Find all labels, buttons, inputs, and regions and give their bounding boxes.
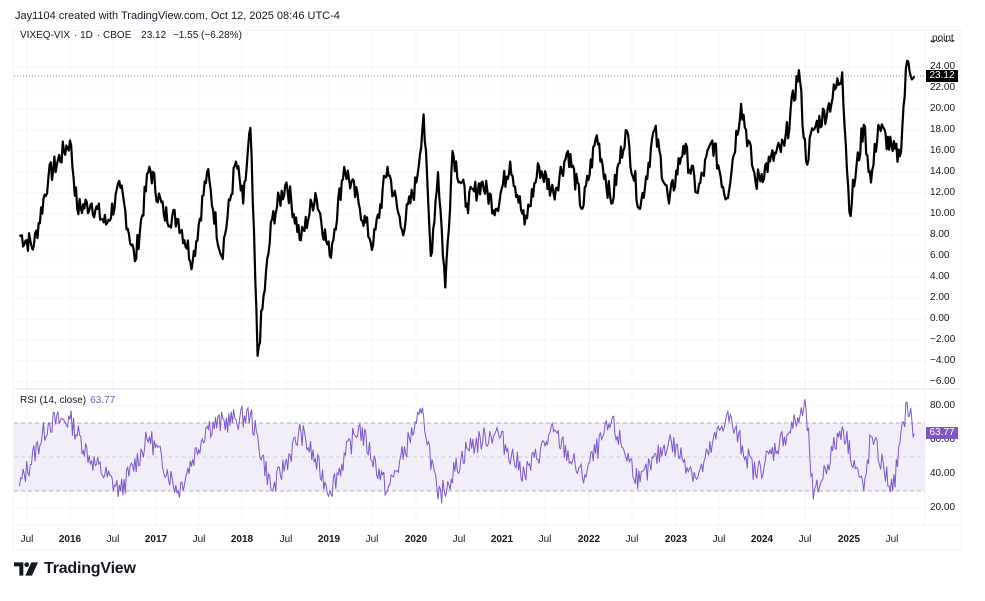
price-axis-label: −2.00	[930, 334, 956, 345]
price-axis-label: −4.00	[930, 355, 956, 366]
time-axis-label: 2020	[404, 534, 428, 545]
time-axis-label: 2023	[664, 534, 688, 545]
price-axis-label: 16.00	[930, 145, 956, 156]
time-axis-label: Jul	[365, 534, 379, 545]
rsi-label: RSI (14, close)	[20, 395, 87, 406]
price-axis-label: 10.00	[930, 208, 956, 219]
price-line	[18, 59, 916, 357]
time-axis-label: Jul	[192, 534, 206, 545]
rsi-legend[interactable]: RSI (14, close) 63.77	[20, 395, 115, 406]
price-axis-label: −6.00	[930, 376, 956, 387]
rsi-axis-label: 40.00	[930, 468, 956, 479]
price-axis-label: 26.00	[930, 40, 955, 45]
time-axis-label: Jul	[885, 534, 899, 545]
time-axis-label: Jul	[712, 534, 726, 545]
price-axis-label: 24.00	[930, 61, 956, 72]
legend-symbol: VIXEQ-VIX	[20, 30, 71, 41]
logo-text: TradingView	[44, 560, 136, 577]
time-axis-label: 2024	[750, 534, 774, 545]
rsi-current-tag: 63.77	[926, 427, 958, 439]
price-axis-label: 22.00	[930, 82, 956, 93]
rsi-value: 63.77	[90, 395, 116, 406]
legend-change: −1.55 (−6.28%)	[172, 30, 242, 41]
price-axis-label: 8.00	[930, 229, 950, 240]
price-axis-label: 0.00	[930, 313, 950, 324]
price-axis-label: 14.00	[930, 166, 956, 177]
time-axis-label: Jul	[625, 534, 639, 545]
price-axis-unit: point	[932, 33, 954, 44]
rsi-axis-label: 60.00	[930, 434, 956, 445]
legend-exchange: CBOE	[103, 30, 132, 41]
rsi-line	[19, 399, 915, 504]
time-axis-label: Jul	[20, 534, 34, 545]
tradingview-logo[interactable]: TradingView	[14, 560, 136, 578]
price-axis-label: 12.00	[930, 187, 956, 198]
time-axis-label: Jul	[106, 534, 120, 545]
price-axis-label: 20.00	[930, 103, 956, 114]
time-axis-label: 2016	[58, 534, 82, 545]
rsi-axis-label: 80.00	[930, 400, 956, 411]
time-axis-label: 2018	[230, 534, 254, 545]
time-axis-label: Jul	[538, 534, 552, 545]
time-axis-label: 2021	[490, 534, 514, 545]
time-axis-label: 2025	[837, 534, 861, 545]
time-axis-label: Jul	[279, 534, 293, 545]
price-axis-label: 6.00	[930, 250, 950, 261]
chart-credit: Jay1104 created with TradingView.com, Oc…	[15, 10, 340, 22]
price-axis-label: 2.00	[930, 292, 950, 303]
chart-frame	[13, 30, 962, 550]
rsi-axis-label: 20.00	[930, 502, 956, 513]
time-axis-label: Jul	[452, 534, 466, 545]
time-axis-label: 2017	[144, 534, 168, 545]
price-axis-label: 18.00	[930, 124, 956, 135]
time-axis-label: Jul	[798, 534, 812, 545]
symbol-legend[interactable]: VIXEQ-VIX · 1D · CBOE 23.12 −1.55 (−6.28%)	[20, 30, 242, 41]
time-axis-label: 2022	[577, 534, 601, 545]
tradingview-logo-icon	[14, 562, 38, 576]
legend-last: 23.12	[141, 30, 167, 41]
legend-interval: 1D	[80, 30, 93, 41]
current-price-tag: 23.12	[926, 70, 958, 82]
time-axis-label: 2019	[317, 534, 341, 545]
price-axis-label: 4.00	[930, 271, 950, 282]
